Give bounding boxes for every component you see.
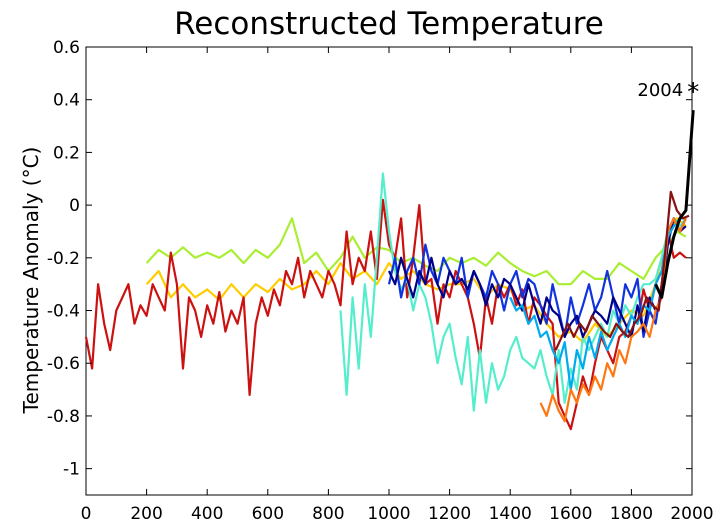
- y-tick-label: 0: [69, 196, 80, 216]
- series-line-6: [388, 217, 687, 338]
- x-tick-label: 200: [130, 504, 162, 524]
- series-line-3: [84, 198, 687, 431]
- x-tick-label: 800: [312, 504, 344, 524]
- series-line-7: [509, 217, 686, 391]
- x-tick-label: 0: [81, 504, 92, 524]
- series-line-1: [145, 217, 687, 286]
- tick-layer: 0 200 400 600 800 1000 1200 1400 1600 1800 2000 0.6…: [47, 38, 714, 524]
- y-tick-label: -0.6: [47, 354, 80, 374]
- x-tick-label: 1800: [610, 504, 653, 524]
- series-line-9: [554, 190, 690, 351]
- x-tick-label: 1400: [489, 504, 532, 524]
- x-tick-label: 2000: [670, 504, 713, 524]
- y-tick-label: -0.8: [47, 407, 80, 427]
- y-tick-label: -0.2: [47, 249, 80, 269]
- y-tick-label: -0.4: [47, 302, 80, 322]
- series-line-5: [387, 217, 687, 338]
- annotation-layer: 2004 *: [637, 78, 699, 106]
- x-tick-label: 400: [191, 504, 223, 524]
- series-line-10: [654, 110, 695, 299]
- x-tick-label: 600: [252, 504, 284, 524]
- y-tick-label: 0.2: [53, 143, 80, 163]
- chart-title: Reconstructed Temperature: [174, 6, 604, 42]
- y-tick-label: -1: [63, 460, 80, 480]
- annotation-2004-label: 2004: [637, 80, 683, 101]
- x-tick-label: 1000: [367, 504, 410, 524]
- x-tick-label: 1200: [428, 504, 471, 524]
- y-tick-label: 0.6: [53, 38, 80, 58]
- x-tick-label: 1600: [549, 504, 592, 524]
- series-layer: [84, 110, 695, 431]
- annotation-star-marker: *: [687, 78, 699, 106]
- y-tick-label: 0.4: [53, 91, 80, 111]
